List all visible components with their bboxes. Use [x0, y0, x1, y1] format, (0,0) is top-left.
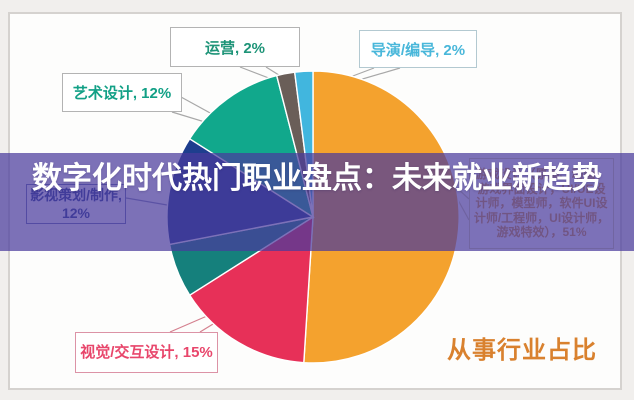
- callout-director: 导演/编导, 2%: [359, 30, 477, 68]
- title-banner-overlay: 数字化时代热门职业盘点：未来就业新趋势: [0, 153, 634, 251]
- chart-caption: 从事行业占比: [447, 337, 597, 364]
- callout-operations: 运营, 2%: [170, 27, 300, 67]
- page-title: 数字化时代热门职业盘点：未来就业新趋势: [32, 162, 602, 195]
- callout-art-design: 艺术设计, 12%: [62, 73, 182, 112]
- callout-visual-interaction: 视觉/交互设计, 15%: [75, 332, 218, 373]
